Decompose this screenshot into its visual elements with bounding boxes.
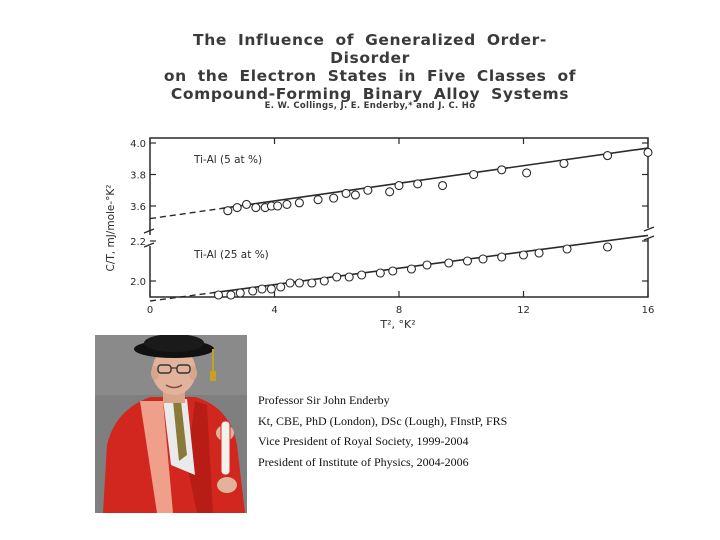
data-point xyxy=(223,206,233,216)
data-point xyxy=(341,188,351,198)
glasses-left xyxy=(157,364,172,374)
hand xyxy=(217,477,237,493)
data-point xyxy=(285,278,295,288)
x-tick-label: 8 xyxy=(396,305,402,316)
data-point xyxy=(363,185,373,195)
data-point xyxy=(438,180,448,191)
data-point xyxy=(602,151,613,161)
ear xyxy=(189,366,197,380)
x-axis-label: T², °K² xyxy=(379,318,415,331)
robe-fold xyxy=(187,401,213,513)
data-point xyxy=(643,147,653,157)
data-point xyxy=(232,203,242,213)
data-point xyxy=(235,288,245,298)
fit-extrapolation xyxy=(149,292,213,302)
data-point xyxy=(294,278,304,288)
data-point xyxy=(522,168,532,178)
data-point xyxy=(241,199,252,209)
data-point xyxy=(319,276,329,286)
data-point xyxy=(469,169,479,180)
data-point xyxy=(276,282,286,292)
paper-title-line: The Influence of Generalized Order-Disor… xyxy=(193,31,547,67)
paper-title-line: Compound-Forming Binary Alloy Systems xyxy=(170,85,570,103)
bio-block: Professor Sir John Enderby Kt, CBE, PhD … xyxy=(258,390,507,472)
tie xyxy=(173,401,187,461)
face xyxy=(152,347,196,395)
data-point xyxy=(273,201,283,211)
y-tick-label: 4.0 xyxy=(130,139,146,150)
data-point xyxy=(518,250,529,260)
data-point xyxy=(385,187,395,197)
data-point xyxy=(329,193,339,203)
data-point xyxy=(282,199,292,209)
bio-credentials: Kt, CBE, PhD (London), DSc (Lough), FIns… xyxy=(258,413,508,428)
hat-crown xyxy=(144,335,204,352)
data-point xyxy=(394,180,404,191)
data-point xyxy=(251,203,261,213)
series-label: Ti-Al (5 at %) xyxy=(193,154,262,166)
data-point xyxy=(406,264,417,274)
y-tick-label: 3.8 xyxy=(130,171,146,182)
paper-authors: E. W. Collings, J. E. Enderby,* and J. C… xyxy=(264,101,476,111)
x-tick-label: 0 xyxy=(147,305,153,316)
y-axis-label: C/T, mJ/mole-°K² xyxy=(105,185,117,272)
y-tick-label: 2.2 xyxy=(130,237,146,248)
data-point xyxy=(602,242,613,252)
data-point xyxy=(478,254,488,264)
x-tick-label: 12 xyxy=(517,305,530,316)
data-point xyxy=(462,256,473,266)
portrait-photo xyxy=(95,335,247,513)
data-point xyxy=(422,260,432,270)
fit-extrapolation xyxy=(149,207,222,220)
y-tick-label: 2.0 xyxy=(130,277,146,288)
robe-trim xyxy=(140,401,173,513)
data-point xyxy=(357,270,367,280)
data-point xyxy=(562,244,572,254)
ear xyxy=(151,366,159,380)
data-point xyxy=(257,284,267,294)
x-tick-label: 16 xyxy=(642,305,655,316)
data-point xyxy=(294,198,304,208)
bio-name: Professor Sir John Enderby xyxy=(258,393,390,407)
data-point xyxy=(350,190,360,200)
data-point xyxy=(444,258,454,268)
data-point xyxy=(388,266,398,276)
data-point xyxy=(213,290,224,300)
data-point xyxy=(559,158,569,169)
x-tick-label: 4 xyxy=(271,305,277,316)
scroll xyxy=(220,420,231,476)
data-point xyxy=(497,252,507,262)
data-point xyxy=(344,272,354,282)
data-point xyxy=(307,278,317,288)
data-point xyxy=(313,195,323,205)
data-point xyxy=(248,286,258,296)
bio-role: Vice President of Royal Society, 1999-20… xyxy=(258,434,469,448)
data-point xyxy=(226,290,236,300)
data-point xyxy=(413,179,423,189)
glasses-right xyxy=(176,364,191,374)
axis-break-right xyxy=(643,226,655,241)
paper-title-line: on the Electron States in Five Classes o… xyxy=(163,67,577,85)
series-label: Ti-Al (25 at %) xyxy=(193,249,269,261)
bio-role: President of Institute of Physics, 2004-… xyxy=(258,454,469,469)
data-point xyxy=(375,268,385,278)
paper-title: The Influence of Generalized Order-Disor… xyxy=(160,31,580,103)
fit-line xyxy=(221,147,649,210)
data-point xyxy=(332,272,342,282)
data-point xyxy=(534,248,544,258)
smile xyxy=(165,384,183,389)
y-tick-label: 3.6 xyxy=(130,202,146,213)
data-point xyxy=(266,284,276,294)
data-point xyxy=(497,165,507,175)
specific-heat-chart: 0 4 8 12 16 4.0 3.8 3.6 2.2 2.0 T², °K² C/T, mJ/mol… xyxy=(105,137,655,331)
axis-break-left xyxy=(143,228,155,248)
